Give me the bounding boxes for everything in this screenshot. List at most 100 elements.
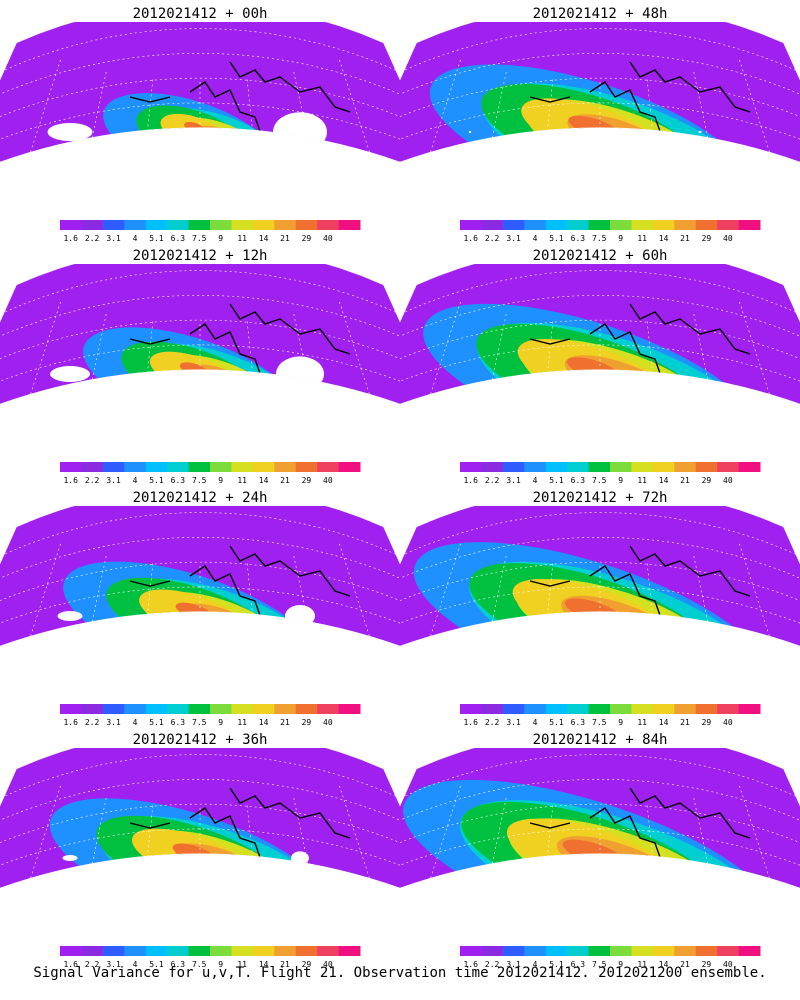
colorbar-label: 11	[237, 476, 247, 485]
latitude-line	[4, 28, 396, 71]
masked-region	[698, 130, 702, 134]
colorbar-label: 14	[659, 234, 669, 243]
colorbar-swatch	[210, 220, 232, 230]
longitude-line	[474, 72, 507, 180]
colorbar-swatch	[252, 704, 275, 714]
colorbar-label: 7.5	[192, 960, 207, 969]
colorbar-swatch	[102, 220, 125, 230]
colorbar-swatch	[145, 462, 168, 472]
colorbar-swatch	[81, 704, 104, 714]
colorbar-swatch	[610, 462, 632, 472]
masked-region	[95, 893, 125, 903]
colorbar: 1.6 2.2 3.1 4 5.1 6.3 7.5 9 11 14 21 29 40	[60, 462, 361, 485]
colorbar-label: 9	[618, 718, 623, 727]
colorbar-swatch	[695, 946, 718, 956]
colorbar-label: 29	[702, 960, 712, 969]
latitude-line	[4, 270, 396, 313]
colorbar-swatch	[167, 704, 190, 714]
colorbar-swatch	[674, 946, 697, 956]
colorbar-label: 6.3	[171, 234, 186, 243]
map-outline	[400, 22, 800, 163]
colorbar-swatch	[652, 946, 675, 956]
colorbar-label: 9	[618, 960, 623, 969]
colorbar-label: 11	[637, 234, 647, 243]
colorbar-swatch	[210, 462, 232, 472]
panel-title: 2012021412 + 84h	[532, 732, 668, 748]
longitude-line	[74, 798, 107, 906]
colorbar-swatch	[317, 220, 340, 230]
masked-region	[57, 611, 83, 621]
variance-map	[0, 748, 400, 906]
latitude-line	[4, 754, 396, 797]
colorbar-swatch	[652, 704, 675, 714]
colorbar-swatch	[567, 704, 590, 714]
masked-region	[507, 171, 513, 173]
colorbar-swatch	[124, 946, 147, 956]
colorbar-swatch	[295, 220, 318, 230]
colorbar-label: 40	[323, 476, 333, 485]
colorbar-swatch	[481, 946, 504, 956]
colorbar-swatch	[102, 462, 125, 472]
colorbar-label: 4	[533, 718, 538, 727]
colorbar-label: 21	[680, 960, 690, 969]
colorbar-swatch	[588, 220, 611, 230]
colorbar-swatch	[145, 220, 168, 230]
colorbar-swatch	[210, 704, 232, 714]
panel-title: 2012021412 + 60h	[532, 248, 668, 264]
map-panel: 2012021412 + 36h 1.6 2.2 3.1 4 5.1 6.3 7.5 9 11 14…	[0, 726, 400, 971]
latitude-line	[0, 803, 400, 852]
colorbar-label: 4	[133, 234, 138, 243]
map-outline	[0, 748, 400, 889]
masked-region	[62, 855, 78, 861]
colorbar-swatch	[167, 462, 190, 472]
map-background	[0, 748, 400, 906]
masked-region	[276, 356, 324, 392]
colorbar-swatch	[317, 946, 340, 956]
colorbar-label: 7.5	[592, 476, 607, 485]
colorbar-swatch	[717, 704, 740, 714]
colorbar-label: 14	[659, 476, 669, 485]
colorbar-label: 2.2	[485, 476, 500, 485]
colorbar-swatch	[81, 220, 104, 230]
map-panel: 2012021412 + 00h 1.6 2.2 3.1 4 5.1 6.3 7.5 9 11 14…	[0, 0, 400, 245]
colorbar-label: 5.1	[149, 960, 164, 969]
masked-region	[70, 402, 150, 422]
longitude-line	[739, 785, 787, 906]
colorbar-swatch	[252, 462, 275, 472]
latitude-line	[400, 344, 800, 395]
colorbar: 1.6 2.2 3.1 4 5.1 6.3 7.5 9 11 14 21 29 40	[460, 946, 761, 969]
colorbar-swatch	[60, 220, 82, 230]
colorbar-label: 9	[218, 960, 223, 969]
colorbar-label: 21	[280, 476, 290, 485]
colorbar-label: 29	[302, 960, 312, 969]
colorbar-label: 21	[280, 960, 290, 969]
colorbar-swatch	[252, 946, 275, 956]
colorbar-swatch	[631, 220, 654, 230]
colorbar-label: 1.6	[63, 960, 78, 969]
colorbar-label: 14	[259, 960, 269, 969]
colorbar-label: 2.2	[485, 960, 500, 969]
latitude-line	[0, 319, 400, 368]
colorbar-label: 11	[237, 234, 247, 243]
colorbar-label: 14	[659, 960, 669, 969]
longitude-line	[339, 543, 387, 664]
map-panel: 2012021412 + 84h 1.6 2.2 3.1 4 5.1 6.3 7.5 9 11 14…	[400, 726, 800, 971]
latitude-line	[0, 586, 400, 637]
colorbar-label: 6.3	[571, 234, 586, 243]
colorbar-swatch	[524, 462, 547, 472]
map-outline	[400, 506, 800, 647]
colorbar-swatch	[295, 462, 318, 472]
map-panel: 2012021412 + 12h 1.6 2.2 3.1 4 5.1 6.3 7.5 9 11 14…	[0, 242, 400, 487]
colorbar-swatch	[738, 704, 761, 714]
longitude-line	[293, 314, 326, 422]
colorbar-label: 3.1	[506, 960, 521, 969]
colorbar-swatch	[481, 462, 504, 472]
colorbar-swatch	[588, 462, 611, 472]
colorbar-label: 6.3	[571, 960, 586, 969]
colorbar-swatch	[274, 220, 297, 230]
colorbar-swatch	[738, 462, 761, 472]
colorbar-swatch	[317, 462, 340, 472]
colorbar-label: 3.1	[106, 234, 121, 243]
longitude-line	[74, 314, 107, 422]
colorbar: 1.6 2.2 3.1 4 5.1 6.3 7.5 9 11 14 21 29 40	[60, 220, 361, 243]
